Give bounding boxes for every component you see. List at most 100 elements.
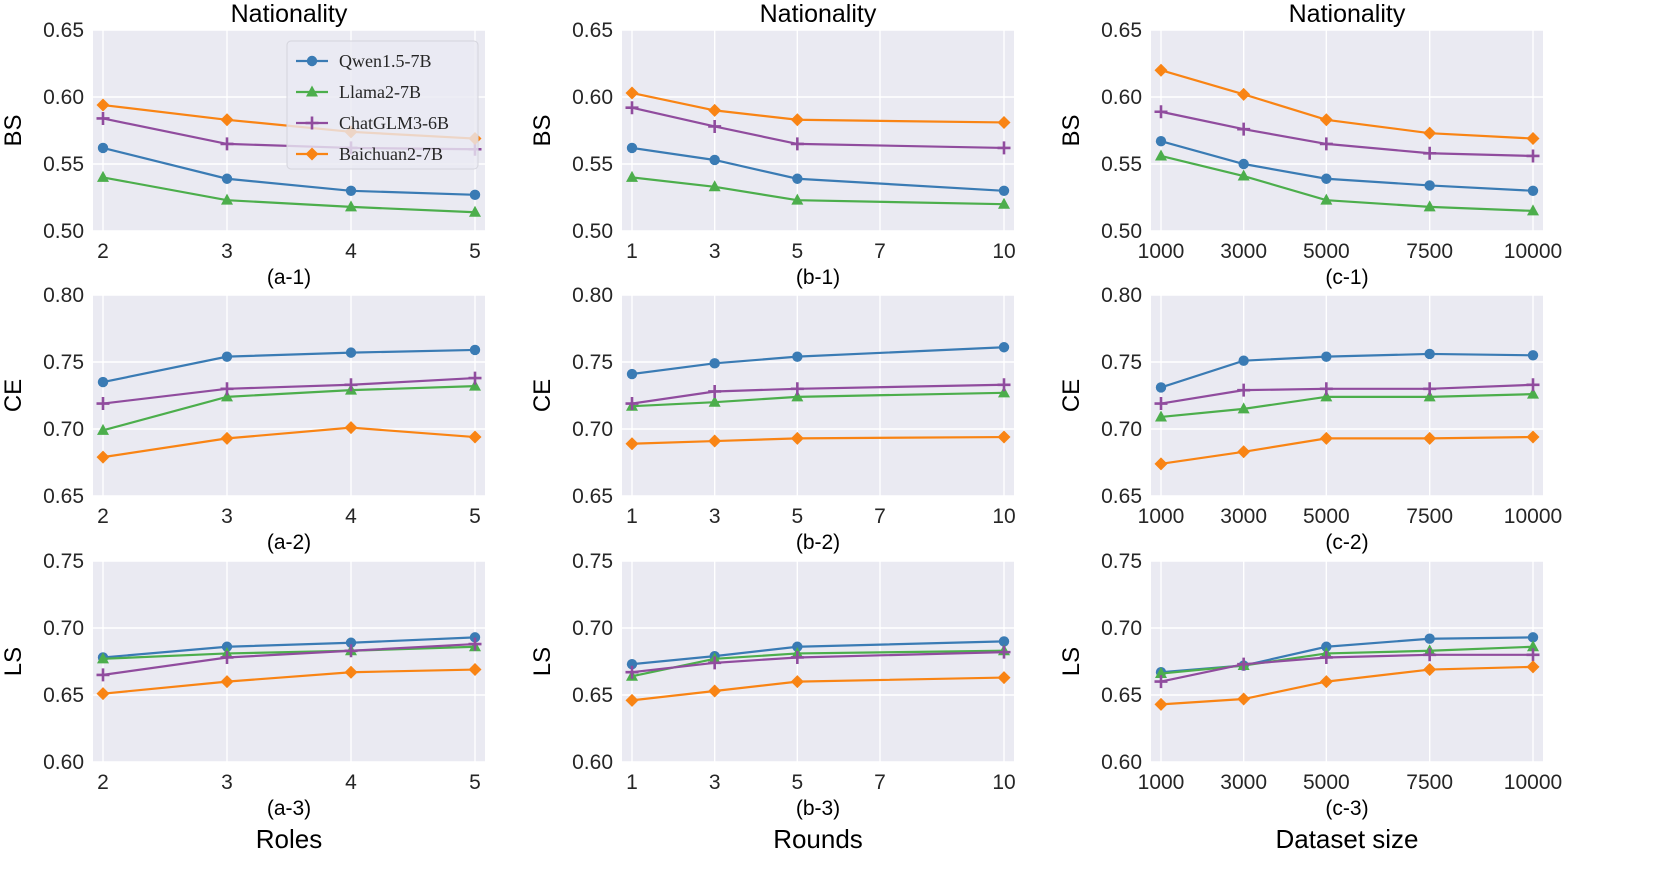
series-line [631, 346, 1005, 376]
data-point [221, 641, 233, 652]
y-tick-label: 0.60 [1101, 86, 1142, 109]
legend: Qwen1.5-7B Llama2-7B ChatGLM3-6B Baichuan2-… [286, 40, 479, 170]
series-line [631, 146, 1005, 192]
series-chatglm3-6b [1154, 648, 1540, 689]
y-axis-label: BS [1058, 114, 1085, 146]
series-baichuan2-7b [1154, 660, 1540, 711]
data-point [96, 397, 110, 411]
y-tick-label: 0.65 [43, 684, 84, 707]
data-point [1321, 351, 1332, 362]
y-tick-label: 0.65 [43, 19, 84, 42]
y-tick-label: 0.50 [43, 220, 84, 243]
y-tick-label: 0.70 [43, 418, 84, 441]
x-tick-label: 2 [97, 771, 109, 794]
series-qwen1-5-7b [97, 344, 481, 388]
x-tick-label: 10 [992, 505, 1015, 528]
data-point [1526, 378, 1540, 392]
y-tick-label: 0.65 [43, 485, 84, 508]
data-point [1237, 402, 1250, 414]
data-point [220, 113, 234, 127]
data-point [345, 185, 357, 196]
data-point [1237, 657, 1251, 671]
series-chatglm3-6b [625, 645, 1011, 679]
data-point [345, 347, 357, 358]
data-point [1155, 382, 1167, 393]
subplot-c-1: 0.50 0.55 0.60 0.65 1000 3000 5000 7500 10000 BS N… [1058, 0, 1562, 289]
subplot-c-3: 0.60 0.65 0.70 0.75 1000 3000 5000 7500 10000 LS (… [1058, 550, 1562, 854]
subplot-caption: (b-2) [796, 531, 840, 554]
x-tick-label: 5000 [1303, 505, 1350, 528]
x-tick-label: 7500 [1406, 240, 1453, 263]
series-chatglm3-6b [1154, 105, 1540, 163]
data-point [468, 430, 482, 444]
series-chatglm3-6b [1154, 378, 1540, 411]
data-point [1424, 348, 1435, 360]
data-point [791, 193, 804, 205]
data-point [221, 173, 233, 184]
y-tick-label: 0.70 [1101, 418, 1142, 441]
subplot-a-3: 0.60 0.65 0.70 0.75 2 3 4 5 LS (a-3) Roles [0, 550, 485, 854]
y-axis-label: CE [529, 379, 556, 412]
y-tick-label: 0.70 [572, 617, 613, 640]
data-point [997, 141, 1011, 155]
data-point [469, 189, 481, 201]
data-point [792, 641, 803, 652]
x-tick-label: 5 [469, 771, 481, 794]
data-point [626, 170, 638, 182]
data-point [220, 382, 234, 396]
data-point [708, 656, 722, 670]
data-point [1237, 692, 1251, 706]
x-tick-label: 5 [469, 240, 481, 263]
y-tick-label: 0.65 [1101, 485, 1142, 508]
data-point [625, 86, 639, 100]
y-tick-label: 0.65 [572, 684, 613, 707]
series-qwen1-5-7b [1155, 136, 1539, 196]
data-point [96, 111, 110, 125]
data-point [345, 637, 357, 648]
data-point [1320, 193, 1333, 205]
y-tick-label: 0.65 [1101, 19, 1142, 42]
series-llama2-7b [626, 170, 1010, 209]
data-point [998, 185, 1010, 196]
series-line [631, 91, 1005, 124]
series-line [631, 176, 1005, 206]
y-tick-label: 0.60 [43, 86, 84, 109]
series-llama2-7b [1155, 387, 1539, 422]
series-line [631, 435, 1005, 445]
x-axis-label: Dataset size [1275, 824, 1418, 854]
data-point [1154, 63, 1168, 77]
y-tick-label: 0.50 [572, 220, 613, 243]
x-tick-label: 4 [345, 505, 357, 528]
x-tick-label: 1000 [1138, 505, 1185, 528]
data-point [625, 397, 639, 411]
subplot-caption: (a-3) [267, 797, 311, 820]
y-tick-label: 0.55 [572, 153, 613, 176]
data-point [97, 376, 109, 388]
legend-label: Baichuan2-7B [339, 144, 443, 164]
data-point [220, 137, 234, 151]
series-line [102, 348, 476, 384]
series-qwen1-5-7b [626, 142, 1010, 196]
x-tick-label: 7500 [1406, 771, 1453, 794]
data-point [1423, 146, 1437, 160]
series-llama2-7b [97, 379, 481, 435]
y-axis-label: CE [1058, 379, 1085, 412]
series-baichuan2-7b [1154, 430, 1540, 471]
x-tick-label: 3000 [1220, 505, 1267, 528]
series-qwen1-5-7b [97, 142, 481, 201]
x-axis-label: Roles [256, 824, 322, 854]
series-line [631, 676, 1005, 702]
data-point [221, 193, 233, 205]
data-point [97, 423, 109, 435]
series-baichuan2-7b [625, 86, 1011, 129]
data-point [1155, 136, 1167, 147]
data-point [997, 645, 1011, 659]
panel-title: Nationality [1289, 0, 1406, 28]
data-point [221, 390, 233, 402]
x-tick-label: 10000 [1504, 505, 1562, 528]
subplot-c-2: 0.65 0.70 0.75 0.80 1000 3000 5000 7500 10000 CE (… [1058, 284, 1562, 554]
y-tick-label: 0.75 [572, 550, 613, 573]
data-point [344, 421, 358, 435]
data-point [1423, 663, 1437, 677]
x-tick-label: 2 [97, 240, 109, 263]
